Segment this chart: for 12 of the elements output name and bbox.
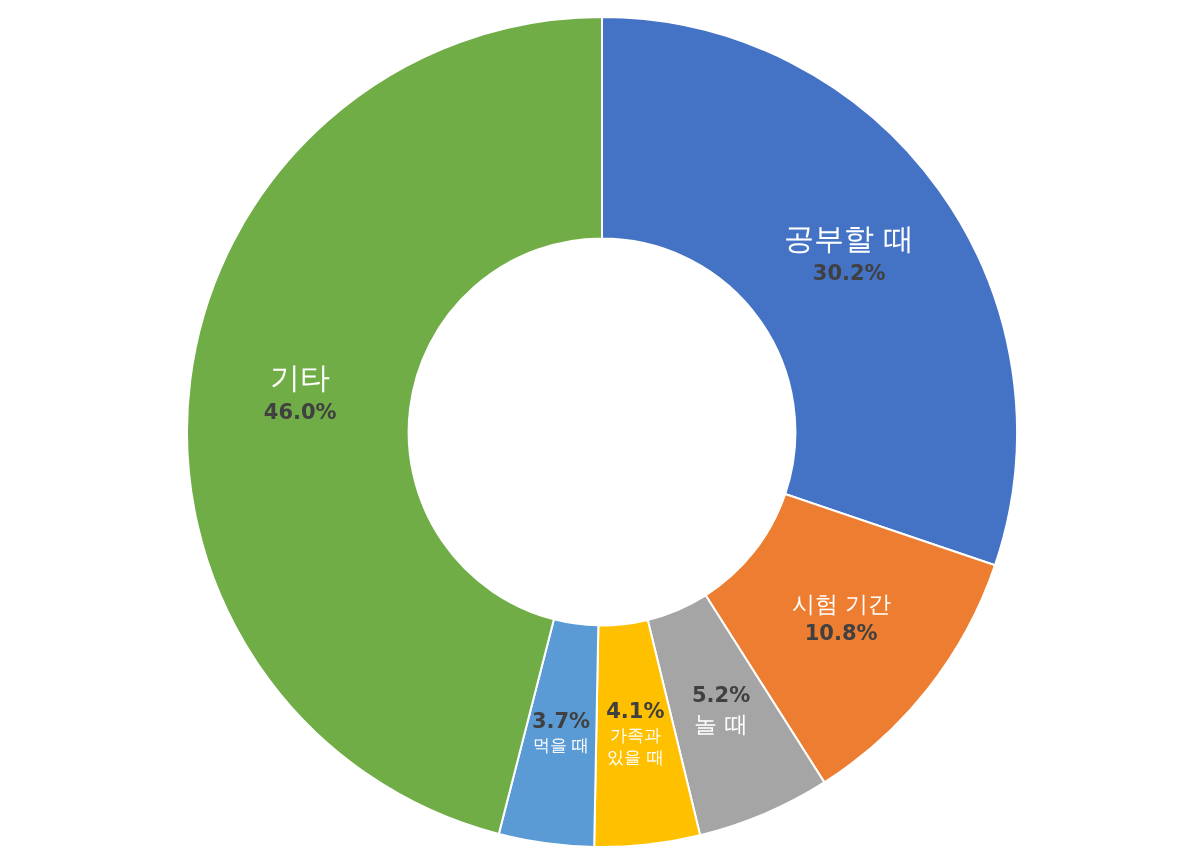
slice-label: 기타 [270, 360, 331, 396]
data-label: 5.2% [691, 683, 751, 708]
slice-label: 먹을 때 [532, 735, 590, 756]
slice-label: 놀 때 [694, 710, 748, 737]
slice-label: 시험 기간 [791, 591, 891, 618]
data-label: 10.8% [804, 621, 878, 646]
slice-label: 공부할 때 [784, 220, 914, 256]
data-label: 4.1% [606, 698, 665, 723]
data-label: 3.7% [531, 708, 591, 733]
data-label: 46.0% [263, 399, 337, 424]
slice-label: 가족과 있을 때 [607, 725, 664, 768]
data-label: 30.2% [812, 260, 886, 285]
